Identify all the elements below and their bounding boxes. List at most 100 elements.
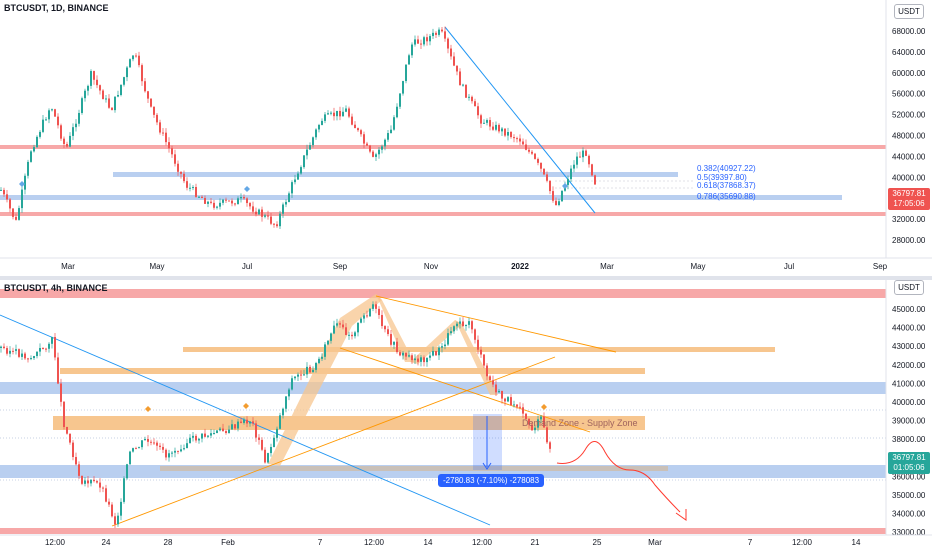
price-tick-label: 64000.00 (892, 48, 926, 57)
candle-body (54, 109, 56, 117)
candle-body (78, 464, 80, 476)
candle-body (282, 204, 284, 214)
candle-body (375, 154, 377, 157)
marker-icon (145, 406, 151, 412)
marker-icon (244, 186, 250, 192)
candle-body (57, 357, 59, 384)
4h-chart-canvas[interactable]: Demand Zone - Supply Zone 45000.00 44000.… (0, 280, 932, 550)
currency-selector[interactable]: USDT (894, 4, 924, 19)
candle-body (267, 215, 269, 217)
candle-body (423, 37, 425, 45)
candle-body (69, 135, 71, 147)
candle-body (27, 161, 29, 176)
candle-body (525, 144, 527, 150)
candle-body (195, 187, 197, 197)
candle-body (165, 449, 167, 458)
candle-body (396, 106, 398, 118)
candle-body (204, 198, 206, 204)
candle-body (543, 416, 545, 428)
candle-body (285, 396, 287, 409)
candle-body (561, 190, 563, 202)
marker-icon (243, 403, 249, 409)
candle-body (567, 179, 569, 185)
candle-body (90, 479, 92, 484)
candle-body (171, 452, 173, 454)
candle-body (516, 138, 518, 140)
candle-body (75, 457, 77, 465)
candle-body (108, 501, 110, 505)
candle-body (309, 145, 311, 150)
candle-body (426, 37, 428, 42)
candle-body (540, 416, 542, 420)
candle-body (399, 352, 401, 356)
candle-body (444, 31, 446, 39)
candle-body (87, 480, 89, 484)
time-tick-label: 2022 (511, 262, 529, 271)
time-axis[interactable]: Mar May Jul Sep Nov 2022 Mar May Jul Sep (61, 262, 888, 271)
candle-body (192, 187, 194, 189)
resistance-zone (0, 289, 886, 298)
candle-body (144, 81, 146, 92)
candle-body (393, 117, 395, 130)
candle-body (105, 98, 107, 100)
time-tick-label: Jul (784, 262, 794, 271)
candle-body (132, 448, 134, 452)
time-axis[interactable]: 12:00 24 28 Feb 7 12:00 14 12:00 21 25 Mar 7 12:00 14 (45, 538, 861, 547)
candle-body (120, 501, 122, 516)
orange-upper-channel (375, 295, 617, 353)
candle-body (297, 173, 299, 180)
candle-body (381, 315, 383, 327)
currency-selector[interactable]: USDT (894, 280, 924, 295)
projection-arrowhead (675, 509, 687, 521)
candle-body (504, 128, 506, 136)
candle-body (438, 347, 440, 356)
marker-icon (19, 181, 25, 187)
candle-body (93, 479, 95, 482)
candle-body (348, 108, 350, 117)
candle-body (231, 424, 233, 430)
candle-body (390, 334, 392, 345)
candle-body (0, 189, 2, 191)
candle-body (354, 332, 356, 337)
4h-candles (0, 301, 551, 529)
price-axis[interactable]: 45000.00 44000.00 43000.00 42000.00 41000.00… (892, 305, 926, 537)
candle-body (477, 106, 479, 116)
candle-body (345, 327, 347, 335)
candle-body (429, 355, 431, 358)
candle-body (513, 404, 515, 406)
candle-body (585, 150, 587, 156)
candle-body (240, 197, 242, 199)
daily-chart-canvas[interactable]: 0.382(40927.22) 0.5(39397.80) 0.618(3786… (0, 0, 932, 276)
candle-body (402, 81, 404, 94)
candle-body (504, 398, 506, 402)
4h-chart-pane[interactable]: Demand Zone - Supply Zone 45000.00 44000.… (0, 280, 932, 550)
candle-body (216, 430, 218, 434)
candle-body (33, 356, 35, 359)
candle-body (387, 133, 389, 140)
candle-body (384, 139, 386, 147)
price-axis[interactable]: 68000.00 64000.00 60000.00 56000.00 52000.00… (892, 27, 926, 245)
time-tick-label: 14 (424, 538, 433, 547)
pane-divider[interactable] (0, 276, 932, 280)
candle-body (324, 114, 326, 121)
candle-body (480, 349, 482, 355)
candle-body (300, 374, 302, 376)
candle-body (117, 515, 119, 525)
candle-body (213, 433, 215, 435)
candle-body (444, 344, 446, 347)
time-tick-label: 7 (748, 538, 753, 547)
candle-body (249, 203, 251, 207)
pattern-leg (268, 318, 352, 466)
candle-body (189, 187, 191, 189)
candle-body (528, 149, 530, 152)
candle-body (108, 98, 110, 108)
candle-body (537, 158, 539, 163)
candle-body (207, 435, 209, 437)
candle-body (375, 304, 377, 309)
candle-body (252, 421, 254, 424)
candle-body (261, 439, 263, 450)
candle-body (261, 209, 263, 217)
price-tick-label: 48000.00 (892, 132, 926, 141)
candle-body (315, 363, 317, 370)
daily-chart-pane[interactable]: 0.382(40927.22) 0.5(39397.80) 0.618(3786… (0, 0, 932, 276)
